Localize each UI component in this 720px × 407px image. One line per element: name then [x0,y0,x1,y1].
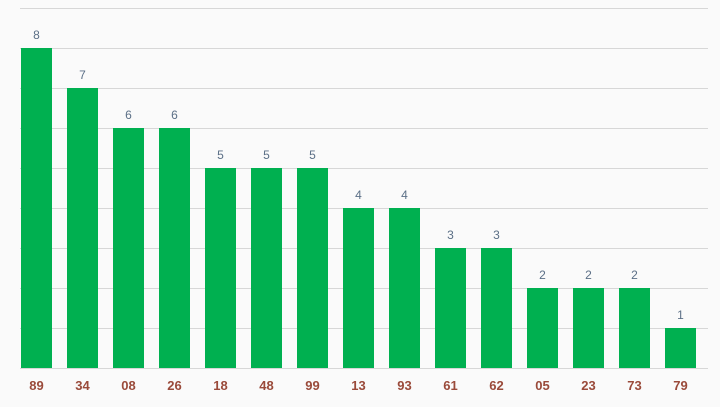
value-label-48: 5 [263,148,270,162]
value-label-79: 1 [677,308,684,322]
value-label-89: 8 [33,28,40,42]
value-label-61: 3 [447,228,454,242]
category-label-08: 08 [121,378,135,393]
bar-13 [343,208,374,368]
category-label-61: 61 [443,378,457,393]
value-label-62: 3 [493,228,500,242]
bars [21,48,696,368]
category-label-13: 13 [351,378,365,393]
bar-26 [159,128,190,368]
bar-48 [251,168,282,368]
bar-89 [21,48,52,368]
category-label-73: 73 [627,378,641,393]
bar-05 [527,288,558,368]
value-label-73: 2 [631,268,638,282]
category-label-05: 05 [535,378,549,393]
bar-99 [297,168,328,368]
category-label-26: 26 [167,378,181,393]
value-label-08: 6 [125,108,132,122]
bar-93 [389,208,420,368]
bar-08 [113,128,144,368]
value-labels: 8 7 6 6 5 5 5 4 4 3 3 2 2 2 1 [33,28,684,322]
category-label-62: 62 [489,378,503,393]
bar-23 [573,288,604,368]
value-label-18: 5 [217,148,224,162]
bar-62 [481,248,512,368]
category-label-89: 89 [29,378,43,393]
value-label-34: 7 [79,68,86,82]
category-labels: 89 34 08 26 18 48 99 13 93 61 62 05 23 73 79 [29,378,687,393]
category-label-18: 18 [213,378,227,393]
category-label-34: 34 [75,378,90,393]
category-label-93: 93 [397,378,411,393]
value-label-13: 4 [355,188,362,202]
bar-34 [67,88,98,368]
value-label-26: 6 [171,108,178,122]
value-label-99: 5 [309,148,316,162]
bar-73 [619,288,650,368]
value-label-05: 2 [539,268,546,282]
bar-79 [665,328,696,368]
value-label-23: 2 [585,268,592,282]
category-label-99: 99 [305,378,319,393]
value-label-93: 4 [401,188,408,202]
category-label-48: 48 [259,378,273,393]
bar-61 [435,248,466,368]
category-label-23: 23 [581,378,595,393]
bar-18 [205,168,236,368]
category-label-79: 79 [673,378,687,393]
